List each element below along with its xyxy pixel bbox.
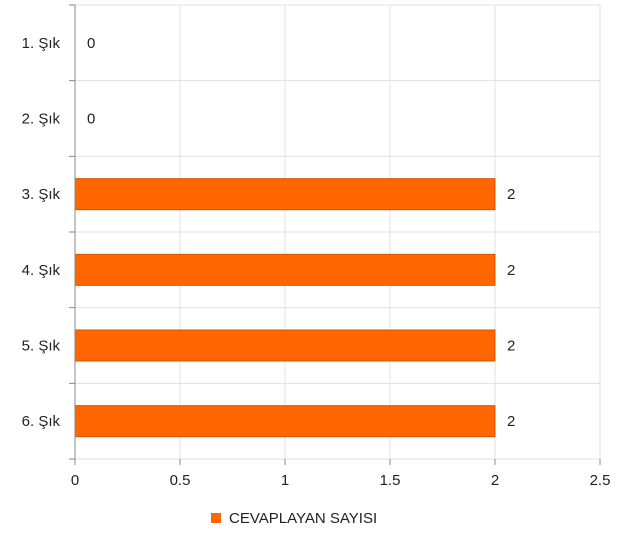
- x-tick-label: 1.5: [380, 472, 401, 489]
- axes-group: [69, 4, 601, 465]
- bar[interactable]: [74, 178, 496, 211]
- labels-group: 0 0.5 1 1.5 2 2.5 1. Şık 0 2. Şık 0 3. Şık 2 4. Şık 2…: [22, 35, 611, 489]
- bars-group: [74, 178, 496, 438]
- data-label: 0: [87, 35, 95, 52]
- bar[interactable]: [74, 329, 496, 362]
- data-label: 2: [507, 413, 515, 430]
- legend-label: CEVAPLAYAN SAYISI: [229, 510, 377, 527]
- legend[interactable]: CEVAPLAYAN SAYISI: [211, 510, 377, 527]
- y-tick-label: 2. Şık: [22, 111, 61, 128]
- y-tick-label: 4. Şık: [22, 262, 61, 279]
- data-label: 2: [507, 262, 515, 279]
- y-tick-label: 5. Şık: [22, 338, 61, 355]
- x-tick-label: 0: [71, 472, 79, 489]
- y-tick-label: 6. Şık: [22, 413, 61, 430]
- data-label: 0: [87, 111, 95, 128]
- x-tick-label: 1: [281, 472, 289, 489]
- y-tick-label: 1. Şık: [22, 35, 61, 52]
- data-label: 2: [507, 186, 515, 203]
- grid-lines: [75, 4, 601, 460]
- data-label: 2: [507, 338, 515, 355]
- x-tick-label: 2.5: [590, 472, 611, 489]
- bar[interactable]: [74, 405, 496, 438]
- x-tick-label: 0.5: [170, 472, 191, 489]
- bar[interactable]: [74, 253, 496, 286]
- legend-swatch: [211, 513, 221, 523]
- x-tick-label: 2: [491, 472, 499, 489]
- y-tick-label: 3. Şık: [22, 186, 61, 203]
